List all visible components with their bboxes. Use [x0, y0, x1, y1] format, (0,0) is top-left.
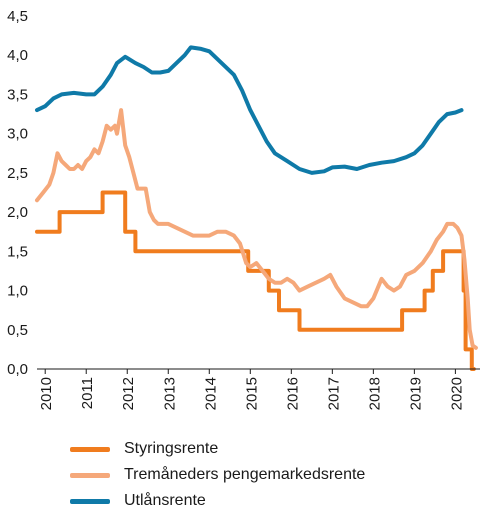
series-line-styringsrente: [35, 190, 476, 371]
legend-swatch-utlansrente: [70, 498, 110, 504]
chart-legend: Styringsrente Tremåneders pengemarkedsre…: [70, 436, 365, 514]
legend-label-utlansrente: Utlånsrente: [124, 492, 206, 509]
x-tick-label: 2020: [448, 377, 465, 410]
legend-label-tremaneders: Tremåneders pengemarkedsrente: [124, 466, 366, 483]
y-tick-label: 0,0: [7, 361, 28, 378]
legend-label-styringsrente: Styringsrente: [124, 440, 219, 457]
y-tick-label: 4,0: [7, 47, 28, 64]
x-tick-label: 2013: [161, 377, 178, 410]
y-tick-label: 1,0: [7, 283, 28, 300]
x-axis-ticks: 2010 2011 2012 2013 2014 2015 2016 2017 2018 2019…: [38, 369, 465, 410]
legend-swatch-styringsrente: [70, 446, 110, 452]
x-tick-label: 2011: [79, 377, 96, 409]
legend-item-tremaneders: Tremåneders pengemarkedsrente: [70, 462, 365, 488]
x-tick-label: 2014: [202, 377, 219, 410]
x-tick-label: 2016: [284, 377, 301, 410]
y-tick-label: 0,5: [7, 322, 28, 339]
x-tick-label: 2010: [38, 377, 55, 410]
x-tick-label: 2017: [325, 377, 342, 410]
y-tick-label: 3,5: [7, 86, 28, 103]
y-tick-label: 4,5: [7, 8, 28, 25]
series-line-tremaneders: [35, 108, 478, 350]
y-tick-label: 2,0: [7, 204, 28, 221]
legend-swatch-tremaneders: [70, 472, 110, 478]
x-tick-label: 2018: [366, 377, 383, 410]
series-line-utlansrente: [35, 45, 464, 175]
line-chart: 0,00,51,01,52,02,53,03,54,04,5 2010 2011 2…: [7, 8, 480, 410]
x-tick-label: 2019: [407, 377, 424, 410]
y-tick-label: 3,0: [7, 126, 28, 143]
x-tick-label: 2012: [120, 377, 137, 410]
y-axis-ticks: 0,0 0,5 1,0 1,5 2,0 2,5 3,0 3,5 4,0 4,5: [7, 8, 28, 378]
legend-item-styringsrente: Styringsrente: [70, 436, 365, 462]
chart-series-lines: [35, 45, 478, 371]
y-tick-label: 2,5: [7, 165, 28, 182]
legend-item-utlansrente: Utlånsrente: [70, 488, 365, 514]
y-tick-label: 1,5: [7, 243, 28, 260]
x-tick-label: 2015: [243, 377, 260, 410]
